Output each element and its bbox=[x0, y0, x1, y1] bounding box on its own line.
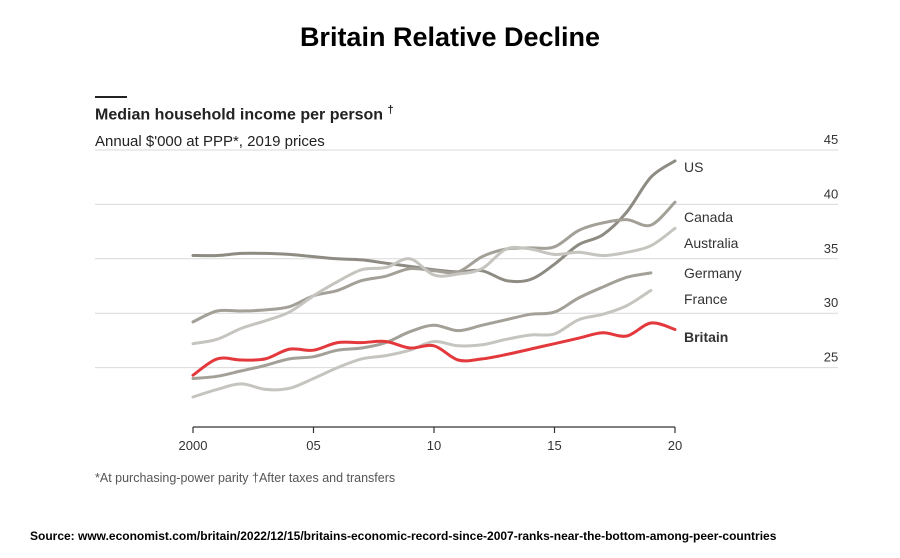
series-line-us bbox=[191, 159, 677, 284]
series-lines bbox=[191, 159, 677, 399]
chart-title-text: Median household income per person bbox=[95, 106, 384, 124]
series-line-australia bbox=[191, 226, 677, 346]
x-tick-label-2015: 15 bbox=[547, 438, 561, 453]
y-tick-label-45: 45 bbox=[824, 132, 838, 147]
series-label-france: France bbox=[684, 291, 728, 307]
page-title: Britain Relative Decline bbox=[299, 22, 601, 52]
series-labels: US Canada Australia Germany France Britain bbox=[684, 159, 742, 345]
y-tick-label-25: 25 bbox=[824, 350, 838, 365]
x-tick-label-2020: 20 bbox=[668, 438, 682, 453]
series-label-britain: Britain bbox=[684, 329, 728, 345]
source-citation: Source: www.economist.com/britain/2022/1… bbox=[30, 529, 777, 543]
x-tick-label-2010: 10 bbox=[427, 438, 441, 453]
y-tick-label-35: 35 bbox=[824, 241, 838, 256]
series-line-france bbox=[191, 288, 653, 399]
chart-footnote: *At purchasing-power parity †After taxes… bbox=[95, 471, 396, 485]
gridlines bbox=[95, 149, 838, 369]
y-tick-label-40: 40 bbox=[824, 186, 838, 201]
series-line-germany bbox=[191, 271, 653, 380]
series-line-canada bbox=[191, 200, 677, 324]
title-rule bbox=[95, 96, 127, 98]
chart-title-dagger: † bbox=[387, 104, 394, 116]
series-label-us: US bbox=[684, 159, 703, 175]
series-label-australia: Australia bbox=[684, 235, 739, 251]
series-label-germany: Germany bbox=[684, 265, 742, 281]
x-tick-label-2000: 2000 bbox=[179, 438, 208, 453]
y-tick-label-30: 30 bbox=[824, 295, 838, 310]
series-line-britain bbox=[191, 321, 677, 377]
chart-title: Median household income per person † bbox=[95, 104, 394, 124]
y-axis: 25 30 35 40 45 bbox=[824, 132, 838, 365]
series-label-canada: Canada bbox=[684, 209, 733, 225]
x-tick-label-2005: 05 bbox=[306, 438, 320, 453]
chart-subtitle: Annual $'000 at PPP*, 2019 prices bbox=[95, 133, 325, 150]
x-axis: 2000 05 10 15 20 bbox=[179, 426, 682, 453]
